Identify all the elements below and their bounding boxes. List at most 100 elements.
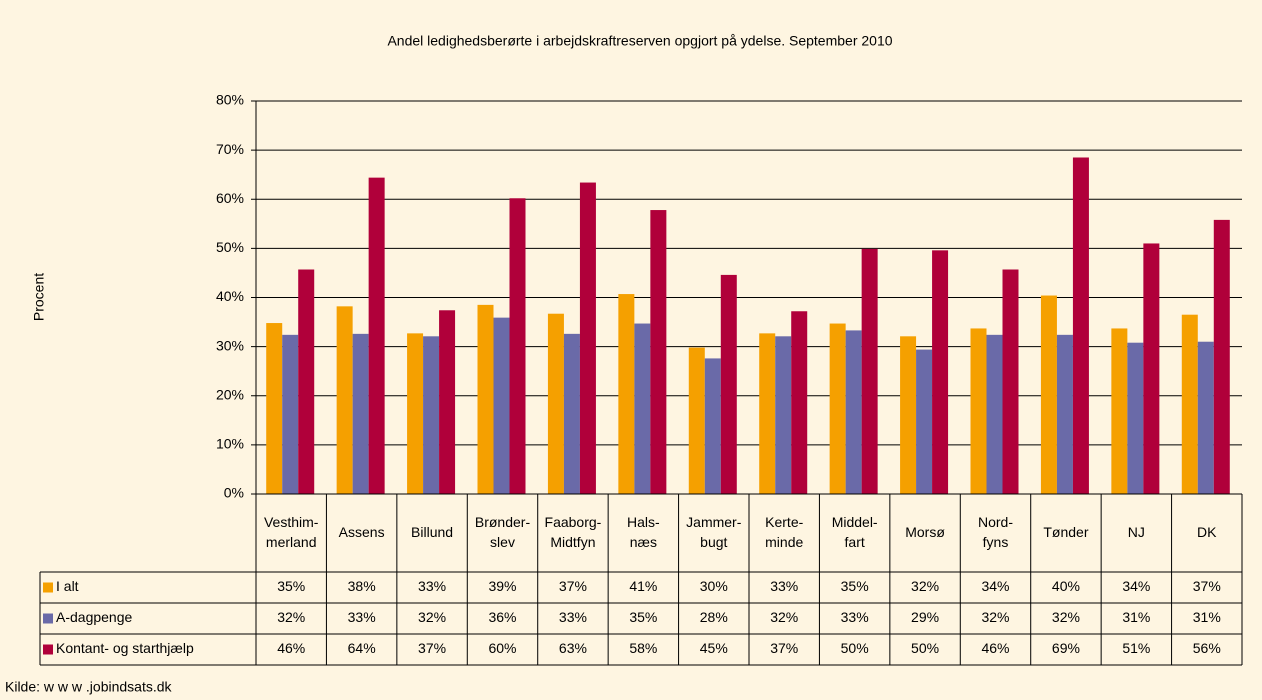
bar — [423, 336, 440, 494]
legend-label: I alt — [56, 578, 79, 594]
chart-title: Andel ledighedsberørte i arbejdskraftres… — [387, 33, 892, 49]
x-tick-label: Hals-næs — [627, 514, 660, 550]
table-value: 37% — [418, 640, 446, 656]
x-tick-label: Morsø — [905, 524, 945, 540]
table-value: 40% — [1052, 578, 1080, 594]
table-value: 46% — [277, 640, 305, 656]
bar — [791, 311, 808, 494]
bar — [932, 250, 949, 494]
table-value: 56% — [1193, 640, 1221, 656]
table-value: 38% — [348, 578, 376, 594]
table-value: 32% — [911, 578, 939, 594]
table-value: 45% — [700, 640, 728, 656]
bar — [352, 333, 369, 494]
bar — [900, 336, 917, 494]
bar — [477, 304, 494, 494]
table-value: 28% — [700, 609, 728, 625]
y-tick-label: 50% — [216, 239, 244, 255]
bar — [634, 323, 651, 494]
table-value: 39% — [488, 578, 516, 594]
x-tick-label: Assens — [339, 524, 385, 540]
x-tick-label: Nord-fyns — [978, 514, 1013, 550]
table-value: 33% — [770, 578, 798, 594]
table-value: 32% — [418, 609, 446, 625]
legend-label: A-dagpenge — [56, 609, 133, 625]
bar — [618, 294, 635, 494]
bar — [650, 210, 667, 494]
table-value: 33% — [559, 609, 587, 625]
legend-label: Kontant- og starthjælp — [56, 640, 194, 656]
bar — [282, 334, 299, 494]
source-note: Kilde: w w w .jobindsats.dk — [5, 679, 173, 695]
x-tick-label: DK — [1197, 524, 1217, 540]
x-tick-label: Billund — [411, 524, 453, 540]
bar — [1143, 243, 1160, 494]
bar — [775, 336, 792, 494]
bar — [368, 177, 385, 494]
y-tick-label: 70% — [216, 141, 244, 157]
legend-swatch — [43, 582, 53, 593]
table-value: 51% — [1122, 640, 1150, 656]
x-tick-label: Middel-fart — [832, 514, 878, 550]
table-value: 29% — [911, 609, 939, 625]
x-tick-label: Kerte-minde — [765, 514, 803, 550]
table-value: 37% — [770, 640, 798, 656]
table-value: 35% — [277, 578, 305, 594]
table-value: 50% — [841, 640, 869, 656]
table-value: 31% — [1122, 609, 1150, 625]
bar — [759, 333, 776, 494]
bar — [829, 323, 846, 494]
table-value: 33% — [348, 609, 376, 625]
y-tick-label: 80% — [216, 92, 244, 108]
bar — [493, 317, 510, 494]
x-tick-label: Brønder-slev — [475, 514, 531, 550]
bar — [688, 347, 705, 494]
bar — [986, 334, 1003, 494]
bar — [579, 182, 596, 495]
table-value: 31% — [1193, 609, 1221, 625]
bar — [845, 330, 862, 494]
bar — [1111, 328, 1128, 494]
bar — [1002, 269, 1019, 494]
table-value: 35% — [629, 609, 657, 625]
bar — [547, 313, 564, 494]
y-tick-label: 10% — [216, 436, 244, 452]
table-value: 46% — [981, 640, 1009, 656]
bar — [509, 198, 526, 494]
bar — [1127, 342, 1144, 494]
bar — [1181, 314, 1198, 494]
table-value: 34% — [1122, 578, 1150, 594]
table-value: 30% — [700, 578, 728, 594]
bar — [266, 323, 283, 494]
bar — [704, 358, 721, 494]
bar — [861, 248, 878, 494]
table-value: 63% — [559, 640, 587, 656]
bar — [407, 333, 424, 494]
x-tick-label: Tønder — [1043, 524, 1088, 540]
table-value: 32% — [770, 609, 798, 625]
bar — [298, 269, 315, 494]
table-value: 58% — [629, 640, 657, 656]
x-tick-label: Vesthim-merland — [264, 514, 319, 550]
y-tick-label: 60% — [216, 190, 244, 206]
table-value: 37% — [559, 578, 587, 594]
table-value: 33% — [841, 609, 869, 625]
x-tick-label: NJ — [1128, 524, 1145, 540]
table-value: 33% — [418, 578, 446, 594]
bar — [916, 349, 933, 494]
table-value: 41% — [629, 578, 657, 594]
table-value: 32% — [981, 609, 1009, 625]
y-tick-label: 0% — [224, 485, 244, 501]
bar — [970, 328, 987, 494]
y-axis-label: Procent — [31, 273, 47, 321]
table-value: 34% — [981, 578, 1009, 594]
bar — [1040, 295, 1057, 494]
table-value: 50% — [911, 640, 939, 656]
table-value: 32% — [277, 609, 305, 625]
table-value: 69% — [1052, 640, 1080, 656]
table-value: 32% — [1052, 609, 1080, 625]
legend-swatch — [43, 613, 53, 624]
x-tick-label: Faaborg-Midtfyn — [545, 514, 602, 550]
